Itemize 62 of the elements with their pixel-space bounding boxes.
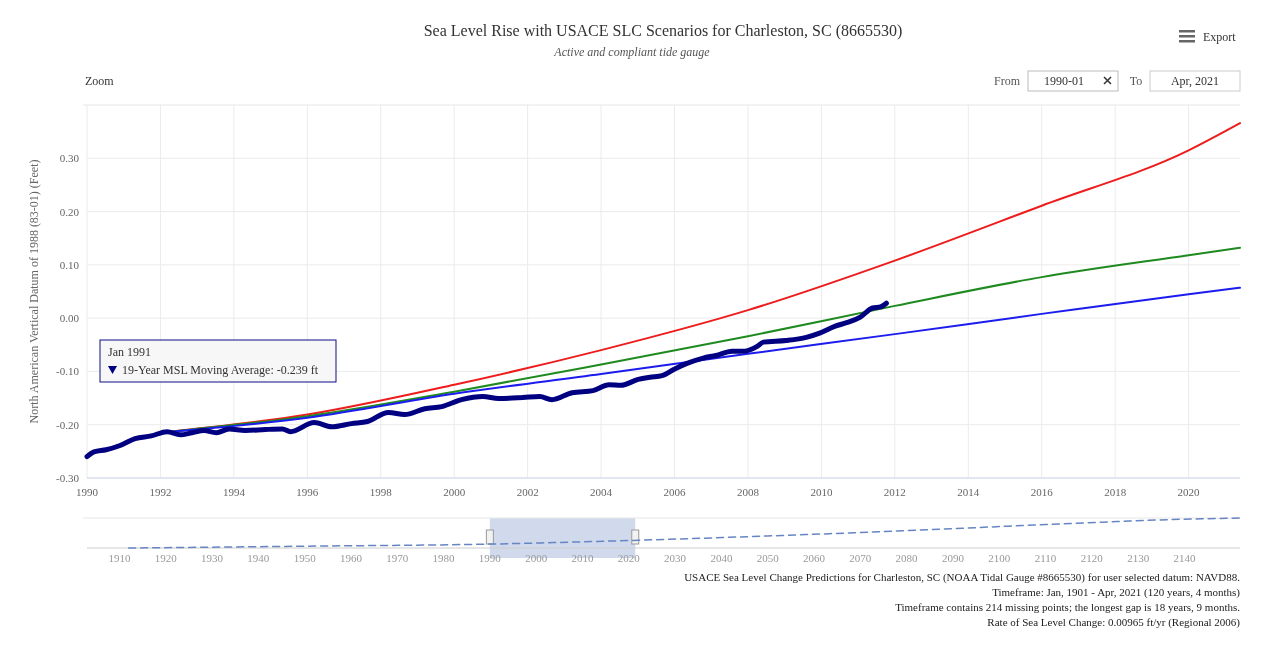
- x-tick-label: 1920: [154, 552, 178, 564]
- x-tick-label: 2140: [1173, 552, 1196, 564]
- text: From: [993, 74, 1021, 88]
- x-tick-label: 2070: [849, 552, 872, 564]
- x-tick-label: 2000: [525, 552, 548, 564]
- x-tick-label: 1910: [108, 552, 131, 564]
- x-tick-label: 2090: [941, 552, 965, 564]
- x-tick-label: 2008: [736, 486, 760, 498]
- text: 1990-01: [1044, 74, 1084, 88]
- x-tick-label: 1996: [296, 486, 319, 498]
- x-tick-label: 2000: [443, 486, 466, 498]
- x-tick-label: 2050: [756, 552, 780, 564]
- x-tick-label: 1998: [369, 486, 393, 498]
- x-tick-label: 2040: [710, 552, 733, 564]
- y-tick-label: 0.00: [59, 312, 80, 325]
- x-tick-label: 2004: [590, 486, 613, 498]
- x-tick-label: 2020: [1177, 486, 1201, 498]
- text: Timeframe contains 214 missing points; the longest gap is 18 years, 9 months.: [895, 601, 1241, 613]
- chart-title: Sea Level Rise with USACE SLC Scenarios for Charleston, SC (8665530): [423, 22, 903, 40]
- x-tick-label: 1940: [247, 552, 270, 564]
- text: To: [1129, 74, 1143, 88]
- x-tick-label: 2100: [988, 552, 1011, 564]
- x-tick-label: 2012: [883, 486, 906, 498]
- annotation: 19-Year MSL Moving Average: -0.239 ft: [122, 363, 319, 377]
- x-tick-label: 1930: [201, 552, 224, 564]
- x-tick-label: 2060: [802, 552, 826, 564]
- y-tick-label: -0.30: [56, 472, 80, 484]
- x-tick-label: 2010: [571, 552, 594, 564]
- x-tick-label: 2018: [1104, 486, 1127, 498]
- text: USACE Sea Level Change Predictions for Charleston, SC (NOAA Tidal Gauge #8665530) for user selected datum: NAVD88.: [684, 571, 1241, 584]
- text: Timeframe: Jan, 1901 - Apr, 2021 (120 years, 4 months): [992, 586, 1241, 599]
- x-tick-label: 1980: [432, 552, 456, 564]
- x-tick-label: 2014: [957, 486, 980, 498]
- x-tick-label: 1994: [222, 486, 246, 498]
- x-tick-label: 2010: [810, 486, 833, 498]
- y-tick-label: -0.10: [56, 365, 80, 378]
- annotation: Jan 1991: [108, 345, 151, 359]
- x-tick-label: 2130: [1127, 552, 1150, 564]
- x-tick-label: 1990: [76, 486, 99, 498]
- x-tick-label: 2016: [1030, 486, 1054, 498]
- x-tick-label: 2002: [516, 486, 539, 498]
- text: Apr, 2021: [1170, 74, 1220, 88]
- x-tick-label: 1970: [386, 552, 409, 564]
- y-tick-label: -0.20: [56, 418, 80, 431]
- x-tick-label: 1990: [478, 552, 502, 564]
- chart-subtitle: Active and compliant tide gauge: [553, 45, 711, 59]
- x-tick-label: 2080: [895, 552, 919, 564]
- y-axis-title: North American Vertical Datum of 1988 (83-01) (Feet): [27, 159, 41, 424]
- x-tick-label: 1992: [149, 486, 172, 498]
- x-tick-label: 2030: [664, 552, 687, 564]
- x-tick-label: 1960: [339, 552, 363, 564]
- text: Export: [1203, 30, 1237, 44]
- x-tick-label: 2110: [1034, 552, 1057, 564]
- x-tick-label: 2006: [663, 486, 687, 498]
- x-tick-label: 2020: [617, 552, 641, 564]
- y-tick-label: 0.30: [59, 152, 80, 165]
- y-tick-label: 0.20: [59, 205, 80, 218]
- y-tick-label: 0.10: [59, 258, 80, 271]
- x-tick-label: 2120: [1080, 552, 1104, 564]
- text: Rate of Sea Level Change: 0.00965 ft/yr (Regional 2006): [987, 616, 1241, 629]
- text: Zoom: [85, 74, 115, 88]
- x-tick-label: 1950: [293, 552, 317, 564]
